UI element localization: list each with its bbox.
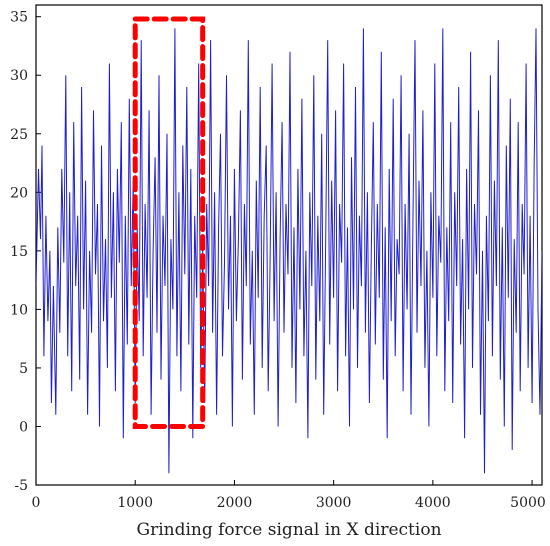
y-tick-label: 10 [10, 302, 28, 318]
signal-line [36, 28, 542, 474]
y-tick-label: 0 [19, 419, 28, 435]
y-tick-label: 15 [10, 244, 28, 260]
y-tick-label: -5 [14, 478, 28, 494]
x-tick-label: 1000 [117, 495, 153, 511]
x-tick-label: 5000 [510, 495, 546, 511]
x-tick-label: 3000 [316, 495, 352, 511]
y-tick-label: 30 [10, 68, 28, 84]
y-tick-label: 35 [10, 10, 28, 26]
x-tick-label: 4000 [415, 495, 451, 511]
plot-frame [35, 4, 543, 486]
y-tick-label: 5 [19, 361, 28, 377]
y-axis-ticks: 35 30 25 20 15 10 5 0 -5 [10, 10, 41, 494]
x-axis-label: Grinding force signal in X direction [136, 520, 441, 540]
x-tick-label: 0 [32, 495, 41, 511]
y-tick-label: 25 [10, 127, 28, 143]
highlight-box [132, 16, 206, 429]
x-axis-ticks: 0 1000 2000 3000 4000 5000 [32, 480, 546, 511]
y-tick-label: 20 [10, 185, 28, 201]
x-tick-label: 2000 [217, 495, 253, 511]
